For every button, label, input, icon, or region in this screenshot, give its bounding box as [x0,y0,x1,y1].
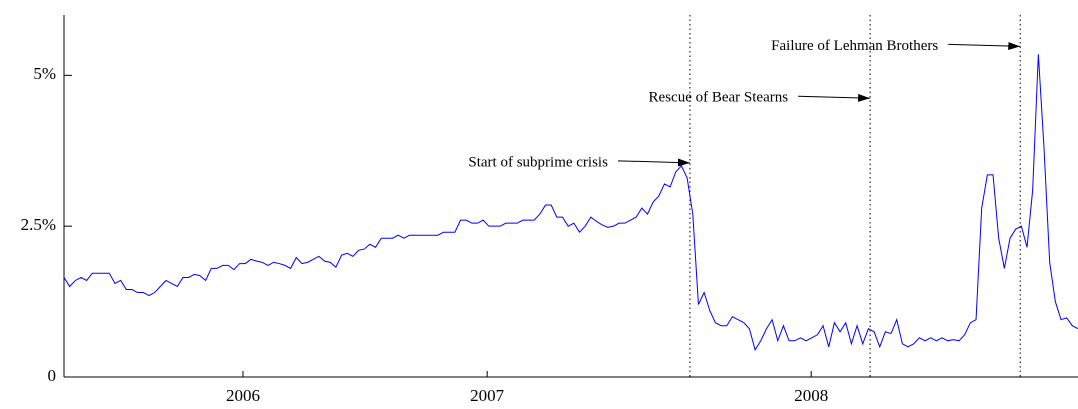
annotation: Failure of Lehman Brothers [771,38,938,54]
x-tick-label: 2006 [226,386,260,405]
annotation-arrow [798,93,871,102]
x-tick-label: 2007 [470,386,505,405]
annotation: Rescue of Bear Stearns [649,90,789,106]
annotation-arrow [948,42,1021,51]
y-tick-label: 5% [33,64,56,83]
data-line [63,54,1078,352]
x-tick-label: 2008 [794,386,828,405]
y-tick-label: 0 [48,366,57,385]
annotation: Start of subprime crisis [468,154,608,170]
y-tick-label: 2.5% [21,215,56,234]
annotation-arrow [617,158,690,167]
